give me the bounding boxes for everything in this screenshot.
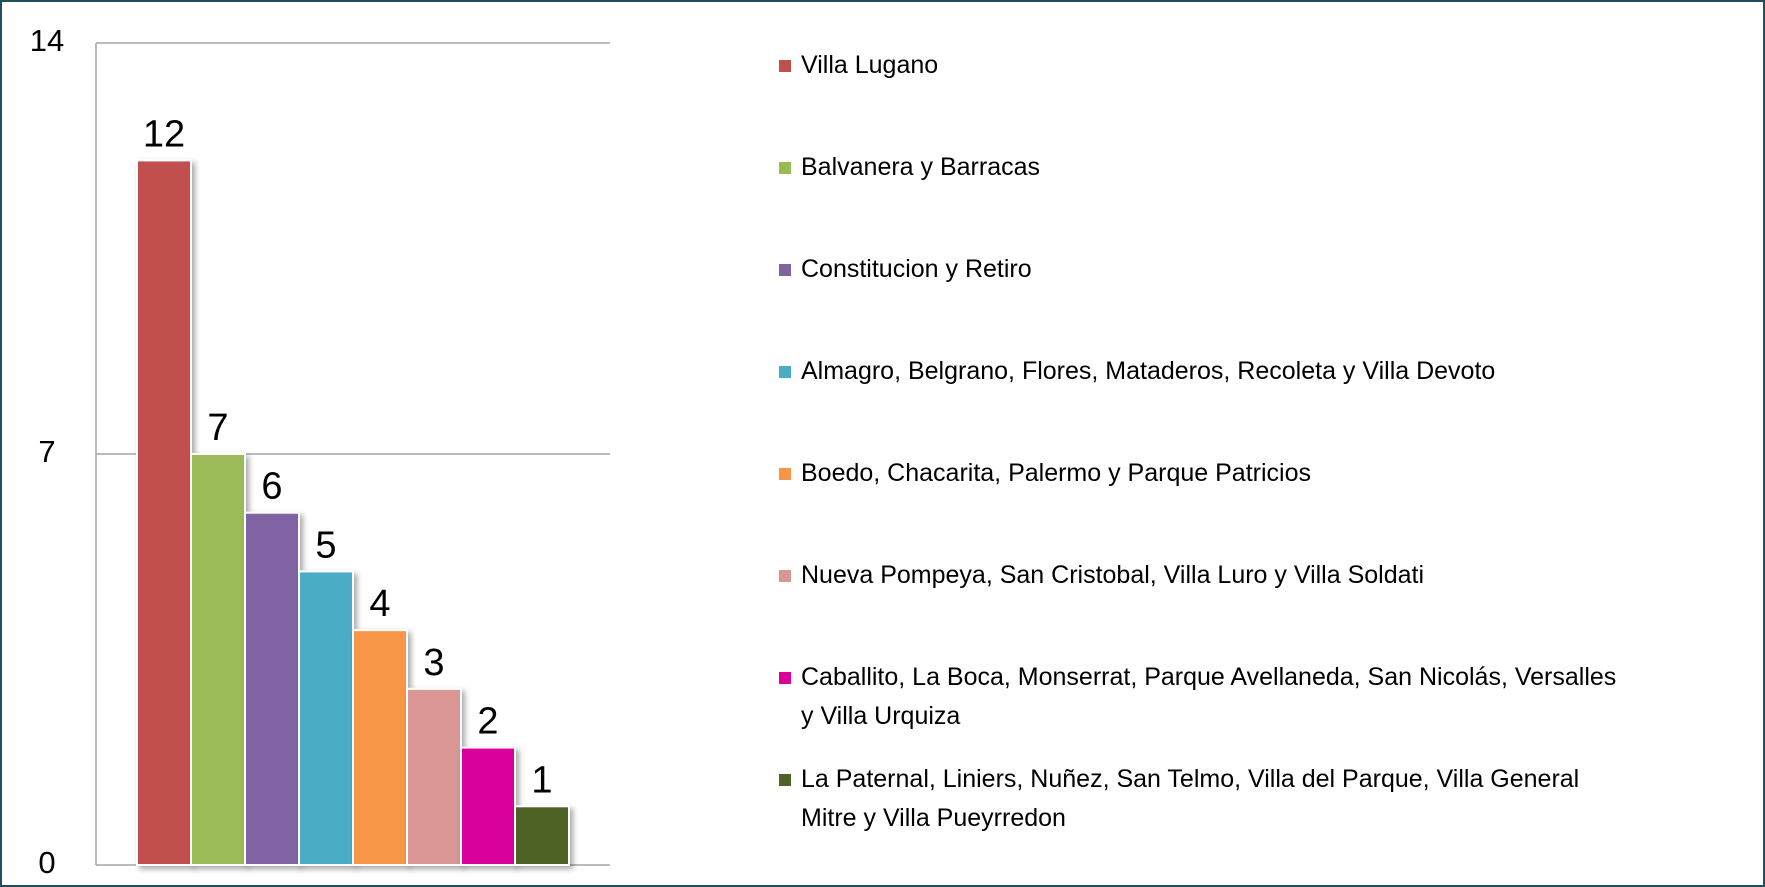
legend-item: La Paternal, Liniers, Nuñez, San Telmo, … bbox=[779, 760, 1629, 838]
legend-item: Almagro, Belgrano, Flores, Mataderos, Re… bbox=[779, 352, 1629, 391]
legend-item: Villa Lugano bbox=[779, 46, 1629, 85]
legend-swatch bbox=[779, 264, 791, 276]
legend-swatch bbox=[779, 570, 791, 582]
legend-swatch bbox=[779, 366, 791, 378]
legend-item: Boedo, Chacarita, Palermo y Parque Patri… bbox=[779, 454, 1629, 493]
bar bbox=[460, 746, 516, 866]
value-label: 7 bbox=[207, 407, 228, 449]
value-label: 6 bbox=[261, 466, 282, 508]
legend-item: Balvanera y Barracas bbox=[779, 148, 1629, 187]
legend-label: La Paternal, Liniers, Nuñez, San Telmo, … bbox=[801, 765, 1580, 832]
y-tick-label: 0 bbox=[38, 845, 55, 880]
legend-label: Constitucion y Retiro bbox=[801, 255, 1032, 283]
value-label: 5 bbox=[315, 524, 336, 566]
legend-item: Nueva Pompeya, San Cristobal, Villa Luro… bbox=[779, 556, 1629, 595]
legend-swatch bbox=[779, 672, 791, 684]
legend-label: Boedo, Chacarita, Palermo y Parque Patri… bbox=[801, 459, 1311, 487]
bar bbox=[514, 805, 570, 866]
bar bbox=[136, 159, 192, 866]
value-label: 12 bbox=[143, 113, 185, 155]
value-label: 2 bbox=[477, 701, 498, 743]
legend-label: Balvanera y Barracas bbox=[801, 153, 1041, 181]
legend-label: Villa Lugano bbox=[801, 51, 939, 79]
legend-item: Constitucion y Retiro bbox=[779, 250, 1629, 289]
y-tick-label: 7 bbox=[38, 434, 55, 469]
legend-swatch bbox=[779, 774, 791, 786]
legend-swatch bbox=[779, 468, 791, 480]
bar bbox=[244, 511, 300, 866]
value-label: 1 bbox=[531, 759, 552, 801]
y-tick-label: 14 bbox=[30, 23, 64, 58]
legend-label: Nueva Pompeya, San Cristobal, Villa Luro… bbox=[801, 561, 1425, 589]
value-label: 3 bbox=[423, 642, 444, 684]
bar bbox=[298, 570, 354, 867]
bar bbox=[352, 629, 408, 867]
legend-swatch bbox=[779, 162, 791, 174]
bar bbox=[190, 453, 246, 866]
value-label: 4 bbox=[369, 583, 390, 625]
bar bbox=[406, 687, 462, 866]
legend-item: Caballito, La Boca, Monserrat, Parque Av… bbox=[779, 658, 1629, 736]
legend-swatch bbox=[779, 60, 791, 72]
legend-label: Almagro, Belgrano, Flores, Mataderos, Re… bbox=[801, 357, 1496, 385]
legend-label: Caballito, La Boca, Monserrat, Parque Av… bbox=[801, 663, 1617, 730]
